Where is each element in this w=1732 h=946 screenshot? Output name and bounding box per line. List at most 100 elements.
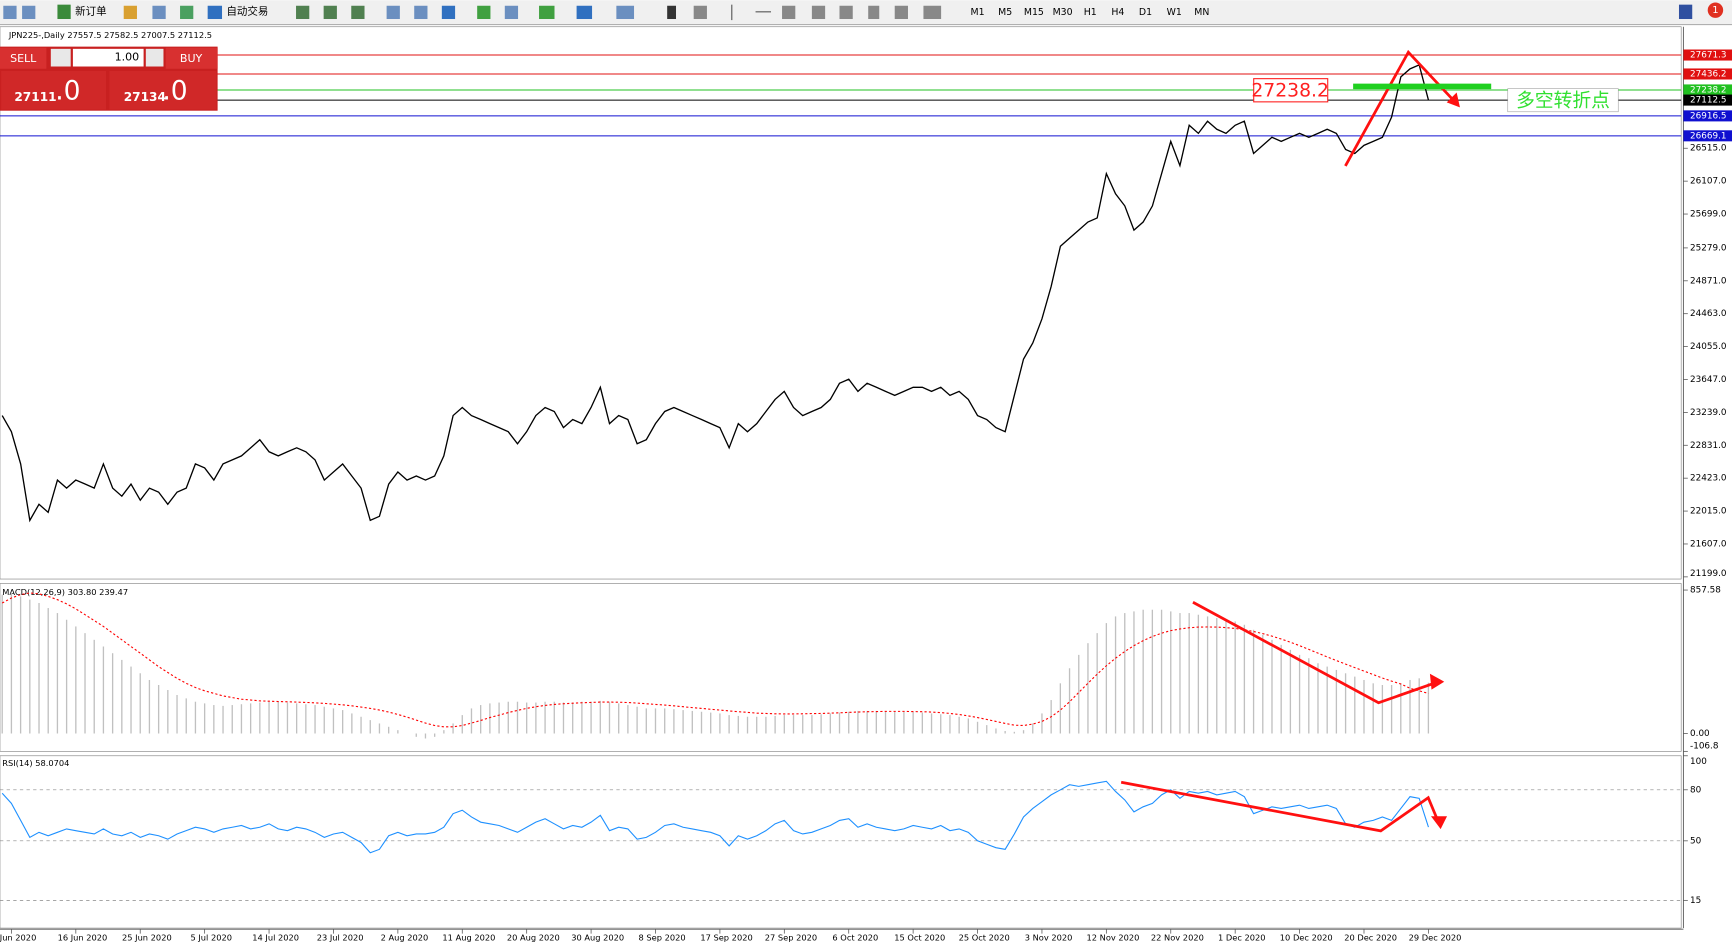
price-panel [0, 26, 1682, 580]
search-icon[interactable] [1678, 4, 1693, 20]
y-tick-label: 26515.0 [1690, 144, 1727, 154]
y-tick-label: 21607.0 [1690, 539, 1727, 549]
icon[interactable] [811, 5, 826, 20]
timeframe[interactable]: MN [1194, 7, 1209, 18]
arrow-head [1446, 92, 1460, 108]
y-tick-label: 857.58 [1690, 586, 1721, 596]
x-tick-label: Jun 2020 [0, 933, 36, 943]
x-tick-label: 2 Aug 2020 [381, 933, 429, 943]
icon[interactable] [351, 5, 365, 20]
rsi-panel [0, 755, 1682, 929]
icon[interactable] [894, 5, 908, 20]
x-tick-label: 6 Oct 2020 [832, 933, 878, 943]
icon[interactable] [616, 5, 635, 20]
icon[interactable] [386, 5, 400, 20]
trade-panel: SELL 1.00 BUY 27111 .0 27134 .0 [0, 46, 218, 111]
ask-main[interactable]: 27134 [124, 90, 166, 104]
rsi-line [1, 780, 1429, 854]
icon[interactable] [296, 5, 310, 20]
rsi-arrow [1120, 780, 1441, 833]
y-tick-label: 50 [1690, 836, 1702, 846]
y-tick-label: 22015.0 [1690, 507, 1727, 517]
icon[interactable] [839, 5, 853, 20]
timeframe[interactable]: M5 [998, 7, 1012, 18]
bid-pips[interactable]: .0 [55, 75, 80, 106]
x-tick-label: 16 Jun 2020 [58, 933, 108, 943]
x-tick-label: 23 Jul 2020 [317, 933, 364, 943]
icon[interactable] [323, 5, 337, 20]
y-tick-label: 25279.0 [1690, 243, 1727, 253]
icon[interactable] [207, 5, 223, 20]
price-level-box [1683, 130, 1732, 142]
timeframe[interactable]: D1 [1139, 7, 1152, 18]
icon[interactable] [414, 5, 428, 20]
icon[interactable] [3, 5, 17, 20]
timeframe[interactable]: M1 [971, 7, 985, 18]
icon[interactable] [868, 5, 880, 20]
note-box [1507, 88, 1619, 113]
y-tick-label: 80 [1690, 785, 1702, 795]
y-tick-label: 0.00 [1690, 729, 1710, 739]
x-tick-label: 20 Aug 2020 [507, 933, 560, 943]
x-tick-label: 25 Jun 2020 [122, 933, 172, 943]
icon[interactable] [667, 5, 677, 20]
auto-trading[interactable]: 自动交易 [226, 4, 268, 17]
chart-layer: 26515.0 26107.0 25699.0 25279.0 24871.0 24463… [0, 30, 1732, 943]
icon[interactable] [693, 5, 707, 20]
sell-button[interactable] [0, 47, 47, 69]
icon[interactable] [923, 5, 942, 20]
note: 多空转折点 [1516, 89, 1610, 111]
x-tick-label: 17 Sep 2020 [700, 933, 752, 943]
icon[interactable] [731, 4, 733, 21]
timeframe[interactable]: H4 [1111, 7, 1124, 18]
x-tick-label: 5 Jul 2020 [190, 933, 232, 943]
ask-pips[interactable]: .0 [162, 75, 187, 106]
icon[interactable] [504, 5, 519, 20]
icon[interactable] [477, 5, 491, 20]
y-tick-label: 22831.0 [1690, 441, 1727, 451]
price-tag-box [1253, 78, 1329, 103]
x-tick-label: 25 Oct 2020 [959, 933, 1010, 943]
x-tick-label: 10 Dec 2020 [1280, 933, 1333, 943]
lot-input[interactable] [72, 48, 144, 67]
x-tick-label: 14 Jul 2020 [252, 933, 299, 943]
ask-box[interactable] [109, 70, 217, 110]
icon[interactable] [539, 5, 555, 20]
timeframe[interactable]: M30 [1053, 7, 1073, 18]
x-tick-label: 12 Nov 2020 [1087, 933, 1140, 943]
icon[interactable] [441, 5, 456, 20]
icon[interactable] [57, 4, 71, 20]
bid-box[interactable] [1, 70, 107, 110]
buy-label[interactable]: BUY [180, 52, 203, 65]
lot-value[interactable]: 1.00 [115, 51, 140, 64]
timeframe[interactable]: H1 [1084, 7, 1097, 18]
notification-count[interactable]: 1 [1712, 5, 1718, 16]
indicator-title: RSI(14) 58.0704 [2, 758, 69, 768]
notification-badge[interactable] [1707, 2, 1724, 18]
lot-up[interactable] [145, 48, 164, 67]
price-level-label: 27112.5 [1690, 96, 1727, 106]
timeframe[interactable]: M15 [1024, 7, 1044, 18]
icon[interactable] [180, 5, 194, 20]
icon[interactable] [152, 5, 166, 20]
new-order[interactable]: 新订单 [75, 4, 106, 17]
icon[interactable] [22, 5, 36, 20]
bid-main[interactable]: 27111 [14, 90, 56, 104]
x-tick-label: 8 Sep 2020 [639, 933, 686, 943]
annotations [1120, 49, 1492, 833]
y-tick-label: 24871.0 [1690, 276, 1727, 286]
icon[interactable] [782, 5, 796, 20]
y-tick-label: 15 [1690, 896, 1701, 906]
indicator-title: MACD(12,26,9) 303.80 239.47 [2, 587, 128, 597]
icon[interactable] [123, 5, 137, 20]
lot-down[interactable] [50, 48, 71, 67]
buy-button[interactable] [165, 47, 218, 69]
sell-label[interactable]: SELL [10, 52, 37, 65]
x-tick-label: 15 Oct 2020 [894, 933, 945, 943]
icon[interactable] [576, 5, 593, 20]
icon[interactable] [755, 11, 772, 13]
toolbar [0, 0, 1732, 25]
timeframe[interactable]: W1 [1167, 7, 1182, 18]
